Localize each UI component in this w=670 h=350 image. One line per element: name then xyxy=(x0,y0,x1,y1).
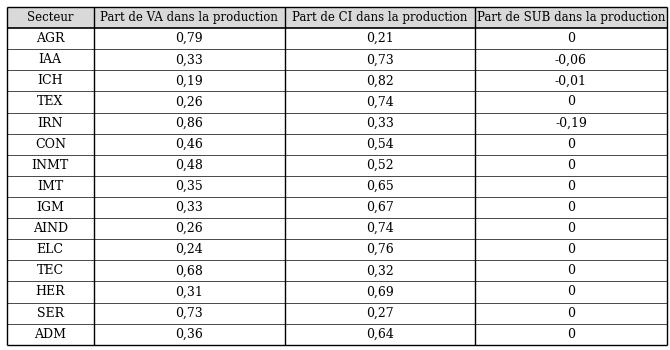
Text: 0,73: 0,73 xyxy=(176,307,203,320)
Text: Secteur: Secteur xyxy=(27,11,74,24)
Text: 0: 0 xyxy=(567,201,575,214)
Text: Part de CI dans la production: Part de CI dans la production xyxy=(292,11,468,24)
Text: 0,79: 0,79 xyxy=(176,32,203,45)
Text: 0,76: 0,76 xyxy=(366,243,394,256)
Text: 0,27: 0,27 xyxy=(366,307,394,320)
Text: 0,31: 0,31 xyxy=(176,286,203,299)
Text: 0: 0 xyxy=(567,180,575,193)
Text: 0,21: 0,21 xyxy=(366,32,394,45)
Text: 0,32: 0,32 xyxy=(366,264,394,277)
Text: 0,65: 0,65 xyxy=(366,180,394,193)
Text: 0,46: 0,46 xyxy=(176,138,203,151)
Text: 0,33: 0,33 xyxy=(176,201,203,214)
Text: 0,48: 0,48 xyxy=(176,159,203,172)
Text: ADM: ADM xyxy=(34,328,66,341)
Text: 0,73: 0,73 xyxy=(366,53,394,66)
Text: 0,86: 0,86 xyxy=(176,117,203,130)
Text: 0,35: 0,35 xyxy=(176,180,203,193)
Text: IRN: IRN xyxy=(38,117,63,130)
Text: 0,19: 0,19 xyxy=(176,75,203,88)
Text: 0,26: 0,26 xyxy=(176,96,203,108)
Text: Part de VA dans la production: Part de VA dans la production xyxy=(100,11,278,24)
Text: AGR: AGR xyxy=(36,32,64,45)
Bar xyxy=(94,7,285,28)
Text: 0: 0 xyxy=(567,138,575,151)
Text: 0: 0 xyxy=(567,222,575,235)
Text: 0,26: 0,26 xyxy=(176,222,203,235)
Text: 0,33: 0,33 xyxy=(176,53,203,66)
Text: 0: 0 xyxy=(567,286,575,299)
Text: 0,52: 0,52 xyxy=(366,159,394,172)
Text: IAA: IAA xyxy=(39,53,62,66)
Text: ICH: ICH xyxy=(38,75,63,88)
Text: TEC: TEC xyxy=(37,264,64,277)
Text: AIND: AIND xyxy=(33,222,68,235)
Text: 0,54: 0,54 xyxy=(366,138,394,151)
Text: 0,68: 0,68 xyxy=(176,264,203,277)
Text: 0: 0 xyxy=(567,243,575,256)
Text: 0: 0 xyxy=(567,159,575,172)
Text: 0: 0 xyxy=(567,307,575,320)
Text: IMT: IMT xyxy=(37,180,64,193)
Text: TEX: TEX xyxy=(37,96,64,108)
Text: 0,74: 0,74 xyxy=(366,222,394,235)
Text: CON: CON xyxy=(35,138,66,151)
Text: IGM: IGM xyxy=(36,201,64,214)
Text: 0,74: 0,74 xyxy=(366,96,394,108)
Text: -0,06: -0,06 xyxy=(555,53,587,66)
Text: 0: 0 xyxy=(567,96,575,108)
Bar xyxy=(7,7,94,28)
Text: 0,33: 0,33 xyxy=(366,117,394,130)
Text: ELC: ELC xyxy=(37,243,64,256)
Text: HER: HER xyxy=(36,286,65,299)
Text: Part de SUB dans la production: Part de SUB dans la production xyxy=(477,11,665,24)
Text: SER: SER xyxy=(37,307,64,320)
Text: INMT: INMT xyxy=(31,159,69,172)
Text: -0,01: -0,01 xyxy=(555,75,587,88)
Text: 0: 0 xyxy=(567,328,575,341)
Bar xyxy=(285,7,475,28)
Text: 0,36: 0,36 xyxy=(176,328,203,341)
Text: 0,64: 0,64 xyxy=(366,328,394,341)
Text: -0,19: -0,19 xyxy=(555,117,587,130)
Text: 0: 0 xyxy=(567,264,575,277)
Bar xyxy=(475,7,667,28)
Text: 0,24: 0,24 xyxy=(176,243,203,256)
Text: 0,69: 0,69 xyxy=(366,286,394,299)
Text: 0: 0 xyxy=(567,32,575,45)
Text: 0,82: 0,82 xyxy=(366,75,394,88)
Text: 0,67: 0,67 xyxy=(366,201,394,214)
